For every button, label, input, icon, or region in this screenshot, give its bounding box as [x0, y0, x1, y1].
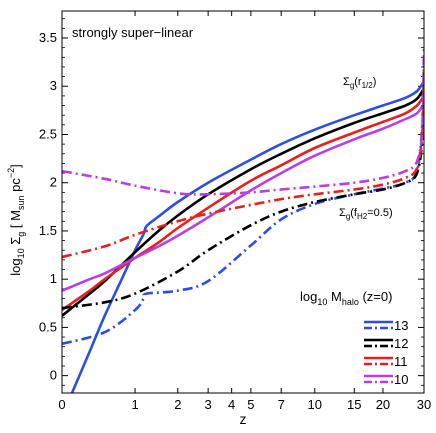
y-tick-label: 3.5 [39, 30, 57, 45]
x-tick-label: 10 [308, 397, 322, 412]
y-tick-label: 0 [50, 368, 57, 383]
x-tick-label: 15 [347, 397, 361, 412]
series-line-r_half-12 [62, 87, 424, 317]
legend-title: log10 Mhalo (z=0) [300, 289, 392, 307]
y-tick-label: 3 [50, 78, 57, 93]
x-axis-label: z [240, 411, 247, 427]
series-layer [62, 47, 424, 393]
x-tick-label: 4 [228, 397, 235, 412]
series-line-r_half-10 [62, 102, 424, 292]
series-line-r_half-13 [70, 80, 424, 393]
plot-frame [61, 10, 425, 394]
y-tick-label: 2 [50, 175, 57, 190]
x-tick-label: 5 [247, 397, 254, 412]
x-tick-label: 7 [278, 397, 285, 412]
x-tick-label: 1 [131, 397, 138, 412]
legend-label: 10 [394, 372, 408, 387]
legend-label: 11 [394, 354, 408, 369]
legend: log10 Mhalo (z=0)13 12 11 10 [300, 289, 408, 387]
x-tick-label: 2 [174, 397, 181, 412]
curve-label-r-half: Σg(r1/2) [343, 76, 376, 90]
y-tick-label: 1.5 [39, 223, 57, 238]
y-axis-label: log10 Σg [ Msun pc−2] [6, 164, 26, 275]
x-tick-label: 0 [58, 397, 65, 412]
legend-label: 12 [394, 336, 408, 351]
series-line-f_H2-10 [62, 47, 424, 196]
x-tick-label: 3 [205, 397, 212, 412]
y-tick-label: 0.5 [39, 319, 57, 334]
series-line-f_H2-11 [62, 71, 424, 259]
series-line-r_half-11 [62, 95, 424, 312]
curve-label-fh2: Σg(fH2=0.5) [339, 207, 393, 221]
legend-label: 13 [394, 318, 408, 333]
y-tick-label: 1 [50, 271, 57, 286]
x-tick-label: 20 [376, 397, 390, 412]
series-line-f_H2-13 [62, 55, 424, 346]
series-line-f_H2-12 [62, 81, 424, 310]
x-tick-label: 30 [417, 397, 431, 412]
annotation-text: strongly super−linear [72, 25, 194, 40]
y-tick-label: 2.5 [39, 126, 57, 141]
